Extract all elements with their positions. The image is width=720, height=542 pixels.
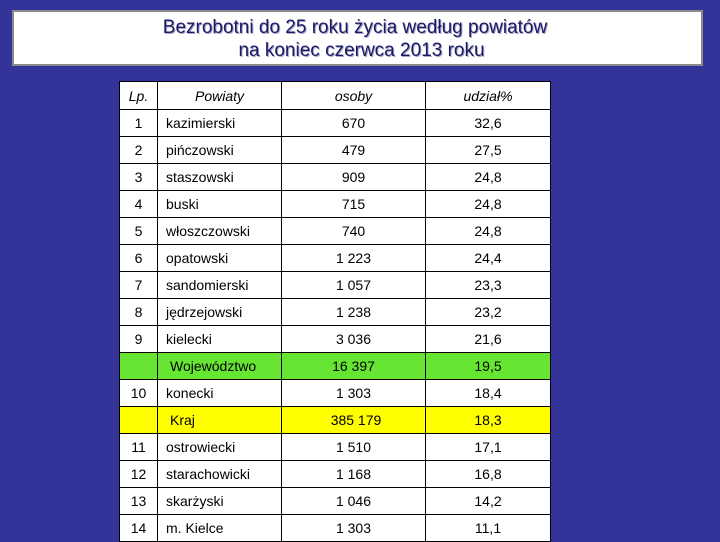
cell-lp: 14: [119, 514, 158, 542]
cell-lp: 3: [119, 163, 158, 191]
page-title-line-1: Bezrobotni do 25 roku życia według powia…: [162, 17, 548, 38]
cell-powiat: jędrzejowski: [157, 298, 282, 326]
table-row: 7 sandomierski 1 057 23,3: [119, 271, 551, 299]
header-powiaty: Powiaty: [157, 81, 282, 110]
cell-powiat: Kraj: [157, 406, 282, 434]
cell-powiat: opatowski: [157, 244, 282, 272]
cell-udzial: 11,1: [425, 514, 551, 542]
cell-udzial: 24,8: [425, 190, 551, 218]
cell-udzial: 18,4: [425, 379, 551, 407]
cell-udzial: 32,6: [425, 109, 551, 137]
table-row: 5 włoszczowski 740 24,8: [119, 217, 551, 245]
cell-lp: 4: [119, 190, 158, 218]
cell-udzial: 23,2: [425, 298, 551, 326]
cell-osoby: 1 303: [281, 514, 426, 542]
cell-powiat: buski: [157, 190, 282, 218]
cell-udzial: 18,3: [425, 406, 551, 434]
table-row-wojewodztwo: Województwo 16 397 19,5: [119, 352, 551, 380]
cell-osoby: 1 057: [281, 271, 426, 299]
header-osoby: osoby: [281, 81, 426, 110]
cell-udzial: 14,2: [425, 487, 551, 515]
cell-lp: 10: [119, 379, 158, 407]
cell-lp: 13: [119, 487, 158, 515]
cell-lp: 11: [119, 433, 158, 461]
cell-powiat: Województwo: [157, 352, 282, 380]
cell-powiat: kazimierski: [157, 109, 282, 137]
cell-lp: 6: [119, 244, 158, 272]
cell-osoby: 1 223: [281, 244, 426, 272]
table-row: 2 pińczowski 479 27,5: [119, 136, 551, 164]
cell-powiat: ostrowiecki: [157, 433, 282, 461]
table-row-kraj: Kraj 385 179 18,3: [119, 406, 551, 434]
table-row: 1 kazimierski 670 32,6: [119, 109, 551, 137]
cell-udzial: 21,6: [425, 325, 551, 353]
table-row: 9 kielecki 3 036 21,6: [119, 325, 551, 353]
cell-udzial: 19,5: [425, 352, 551, 380]
cell-udzial: 24,4: [425, 244, 551, 272]
title-box: Bezrobotni do 25 roku życia według powia…: [12, 10, 703, 66]
cell-powiat: skarżyski: [157, 487, 282, 515]
cell-osoby: 1 510: [281, 433, 426, 461]
cell-powiat: sandomierski: [157, 271, 282, 299]
cell-powiat: m. Kielce: [157, 514, 282, 542]
cell-osoby: 670: [281, 109, 426, 137]
table-row: 12 starachowicki 1 168 16,8: [119, 460, 551, 488]
cell-osoby: 1 046: [281, 487, 426, 515]
unemployment-table: Lp. Powiaty osoby udział% 1 kazimierski …: [119, 81, 551, 542]
cell-osoby: 1 168: [281, 460, 426, 488]
cell-osoby: 1 303: [281, 379, 426, 407]
cell-osoby: 1 238: [281, 298, 426, 326]
cell-lp: 8: [119, 298, 158, 326]
cell-osoby: 740: [281, 217, 426, 245]
cell-lp: [119, 352, 158, 380]
cell-osoby: 715: [281, 190, 426, 218]
cell-udzial: 27,5: [425, 136, 551, 164]
cell-osoby: 385 179: [281, 406, 426, 434]
header-lp: Lp.: [119, 81, 158, 110]
table-row: 10 konecki 1 303 18,4: [119, 379, 551, 407]
cell-lp: [119, 406, 158, 434]
table-row: 8 jędrzejowski 1 238 23,2: [119, 298, 551, 326]
cell-udzial: 23,3: [425, 271, 551, 299]
cell-lp: 12: [119, 460, 158, 488]
cell-powiat: starachowicki: [157, 460, 282, 488]
cell-udzial: 24,8: [425, 163, 551, 191]
cell-powiat: włoszczowski: [157, 217, 282, 245]
page-title-line-2: na koniec czerwca 2013 roku: [238, 40, 485, 61]
cell-lp: 5: [119, 217, 158, 245]
table-row: 6 opatowski 1 223 24,4: [119, 244, 551, 272]
cell-osoby: 479: [281, 136, 426, 164]
cell-powiat: kielecki: [157, 325, 282, 353]
cell-lp: 1: [119, 109, 158, 137]
cell-osoby: 909: [281, 163, 426, 191]
cell-lp: 7: [119, 271, 158, 299]
cell-lp: 2: [119, 136, 158, 164]
cell-udzial: 16,8: [425, 460, 551, 488]
cell-powiat: pińczowski: [157, 136, 282, 164]
table-row: 13 skarżyski 1 046 14,2: [119, 487, 551, 515]
table-row: 4 buski 715 24,8: [119, 190, 551, 218]
cell-udzial: 24,8: [425, 217, 551, 245]
table-row: 14 m. Kielce 1 303 11,1: [119, 514, 551, 542]
cell-osoby: 3 036: [281, 325, 426, 353]
table-row: 3 staszowski 909 24,8: [119, 163, 551, 191]
cell-osoby: 16 397: [281, 352, 426, 380]
table-row: 11 ostrowiecki 1 510 17,1: [119, 433, 551, 461]
cell-powiat: staszowski: [157, 163, 282, 191]
cell-powiat: konecki: [157, 379, 282, 407]
cell-udzial: 17,1: [425, 433, 551, 461]
table-header-row: Lp. Powiaty osoby udział%: [119, 81, 551, 110]
cell-lp: 9: [119, 325, 158, 353]
header-udzial: udział%: [425, 81, 551, 110]
